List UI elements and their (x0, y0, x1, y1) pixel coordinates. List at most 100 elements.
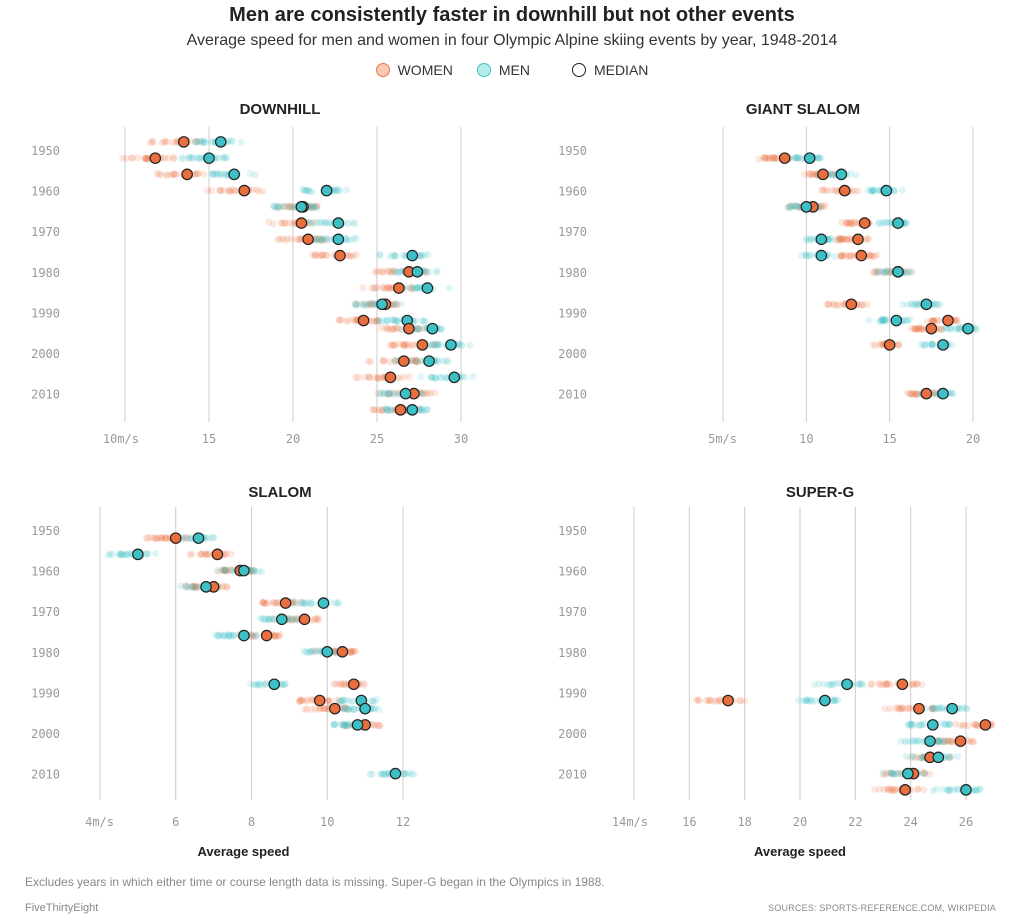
tick-label: 20 (286, 432, 300, 446)
racer-dot (469, 372, 477, 381)
racer-dot (831, 252, 839, 261)
racer-dot (433, 341, 441, 349)
chart-title: Men are consistently faster in downhill … (229, 4, 795, 26)
racer-dot (382, 770, 391, 779)
racer-dot (391, 300, 399, 308)
racer-dot (769, 154, 778, 162)
racer-dot (765, 155, 774, 163)
racer-dot (883, 769, 891, 777)
median-dot-men (841, 678, 853, 691)
racer-dot (163, 171, 171, 179)
racer-dot (935, 301, 944, 309)
racer-dot (928, 340, 936, 348)
racer-dot (341, 704, 349, 712)
racer-dot (284, 235, 292, 243)
racer-dot (374, 317, 382, 325)
racer-dot (412, 356, 420, 364)
racer-dot (342, 186, 351, 194)
racer-dot (877, 317, 885, 325)
racer-dot (237, 139, 245, 147)
footnote: Excludes years in which either time or c… (25, 875, 605, 889)
racer-dot (825, 300, 833, 308)
median-dot-women (858, 217, 871, 229)
racer-dot (340, 720, 349, 728)
racer-dot (268, 615, 276, 623)
racer-dot (917, 721, 925, 729)
racer-dot (195, 154, 203, 163)
racer-dot (692, 696, 700, 704)
racer-dot (889, 770, 898, 778)
racer-dot (913, 325, 921, 334)
racer-dot (793, 202, 801, 211)
racer-dot (437, 373, 445, 381)
racer-dot (360, 679, 368, 688)
racer-dot (373, 695, 381, 704)
racer-dot (335, 696, 344, 705)
racer-dot (371, 406, 379, 414)
racer-dot (210, 169, 218, 178)
racer-dot (414, 324, 422, 333)
racer-dot (391, 316, 399, 324)
racer-dot (832, 679, 840, 688)
racer-dot (412, 356, 420, 365)
racer-dot (157, 534, 165, 542)
racer-dot (430, 341, 438, 349)
racer-dot (838, 235, 846, 243)
racer-dot (840, 300, 848, 308)
x-axis-title: Average speed (754, 844, 846, 859)
racer-dot (919, 720, 927, 729)
racer-dot (161, 154, 169, 162)
racer-dot (852, 219, 860, 227)
racer-dot (913, 325, 921, 333)
racer-dot (179, 155, 187, 163)
racer-dot (330, 721, 338, 729)
racer-dot (153, 535, 161, 543)
racer-dot (872, 267, 880, 275)
racer-dot (367, 300, 376, 308)
racer-dot (794, 696, 803, 704)
racer-dot (868, 680, 876, 688)
tick-label: 20 (793, 815, 807, 829)
racer-dot (376, 251, 384, 259)
median-dot-women (722, 694, 734, 707)
racer-dot (871, 342, 879, 350)
racer-dot (200, 138, 208, 146)
year-label: 1960 (31, 565, 60, 579)
racer-dot (346, 704, 354, 712)
racer-dot (928, 705, 936, 713)
racer-dot (314, 616, 322, 624)
chart-canvas: DOWNHILL 10m/s 15 20 25 30 1950 1960 1970 1980 199… (31, 101, 996, 859)
racer-dot (954, 753, 962, 761)
racer-dot (299, 696, 307, 705)
racer-dot (392, 252, 400, 260)
racer-dot (806, 697, 814, 705)
racer-dot (254, 681, 262, 689)
racer-dot (424, 405, 432, 414)
racer-dot (846, 235, 854, 243)
racer-dot (248, 567, 256, 575)
racer-dot (928, 704, 936, 712)
racer-dot (825, 236, 833, 244)
racer-dot (319, 704, 328, 712)
racer-dot (292, 615, 300, 623)
racer-dot (846, 252, 854, 260)
racer-dot (838, 251, 846, 259)
racer-dot (384, 284, 392, 292)
median-dot-men (214, 136, 227, 148)
year-label: 2000 (31, 347, 60, 361)
racer-dot (795, 154, 803, 163)
racer-dot (341, 722, 350, 730)
racer-dot (376, 389, 384, 397)
racer-dot (804, 695, 812, 704)
racer-dot (303, 705, 311, 713)
racer-dot (935, 736, 943, 745)
racer-dot (895, 705, 903, 713)
racer-dot (956, 325, 964, 333)
racer-dot (919, 325, 927, 333)
racer-dot (390, 358, 399, 366)
racer-dot (248, 632, 257, 640)
racer-dot (805, 170, 813, 178)
racer-dot (389, 267, 397, 275)
racer-dot (392, 390, 401, 398)
racer-dot (837, 235, 845, 243)
